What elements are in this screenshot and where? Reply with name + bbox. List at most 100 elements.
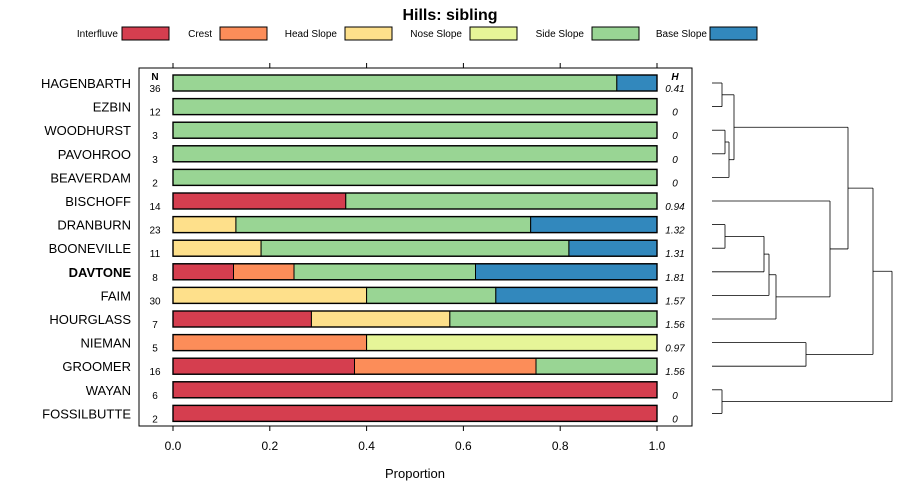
- legend-swatch-interfluve: [121, 26, 170, 41]
- bar-segment-head-slope: [172, 239, 262, 257]
- row-label: HAGENBARTH: [41, 76, 131, 91]
- bar-row-groomer: [172, 357, 658, 375]
- bar-segment-nose-slope: [366, 334, 658, 352]
- h-value: 0: [672, 155, 678, 166]
- h-value: 0: [672, 108, 678, 119]
- bar-segment-head-slope: [172, 286, 368, 304]
- legend-swatch-base-slope: [709, 26, 758, 41]
- bar-row-beaverdam: [172, 168, 658, 187]
- legend-label-side-slope: Side Slope: [536, 29, 585, 40]
- dendrogram: [712, 82, 893, 414]
- n-value: 5: [152, 344, 158, 355]
- bar-segment-interfluve: [172, 404, 658, 422]
- bar-outline: [172, 215, 658, 234]
- bar-row-wayan: [172, 381, 658, 399]
- bar-segment-side-slope: [172, 74, 618, 92]
- n-value: 2: [152, 178, 158, 189]
- n-value: 11: [150, 249, 161, 260]
- n-value: 3: [152, 155, 158, 166]
- h-column-header: H: [671, 72, 679, 83]
- row-label: BISCHOFF: [65, 194, 131, 209]
- h-value: 1.56: [665, 320, 685, 331]
- legend-label-head-slope: Head Slope: [285, 29, 338, 40]
- h-value: 0.94: [665, 202, 685, 213]
- legend-label-interfluve: Interfluve: [77, 29, 119, 40]
- n-value: 14: [149, 202, 161, 213]
- bar-segment-interfluve: [172, 263, 234, 281]
- bar-segment-head-slope: [172, 216, 237, 234]
- bar-row-davtone: [172, 263, 658, 281]
- n-value: 23: [149, 226, 161, 237]
- row-label: HOURGLASS: [49, 312, 131, 327]
- bar-segment-side-slope: [366, 286, 497, 304]
- n-value: 16: [149, 367, 161, 378]
- bar-row-booneville: [172, 239, 658, 257]
- bar-outline: [172, 121, 658, 139]
- bar-segment-crest: [354, 357, 537, 375]
- n-value: 8: [152, 273, 158, 284]
- bar-outline: [172, 97, 658, 116]
- row-label: EZBIN: [93, 100, 131, 115]
- row-label: BOONEVILLE: [49, 241, 132, 256]
- bar-outline: [172, 74, 658, 92]
- row-label: FAIM: [101, 288, 131, 303]
- bar-row-fossilbutte: [172, 404, 658, 423]
- bar-outline: [172, 263, 658, 281]
- row-label: WAYAN: [86, 383, 131, 398]
- bar-segment-side-slope: [172, 145, 658, 163]
- h-value: 1.32: [665, 226, 685, 237]
- legend-label-nose-slope: Nose Slope: [410, 29, 462, 40]
- bar-row-dranburn: [172, 215, 658, 234]
- x-tick-label: 0.2: [261, 439, 278, 453]
- bar-segment-interfluve: [172, 381, 658, 399]
- h-value: 1.81: [665, 273, 684, 284]
- bar-row-hourglass: [172, 310, 658, 328]
- bar-segment-base-slope: [568, 239, 658, 257]
- bar-segment-side-slope: [535, 357, 658, 375]
- row-label: DRANBURN: [57, 218, 131, 233]
- bar-segment-interfluve: [172, 357, 355, 375]
- bar-outline: [172, 239, 658, 257]
- h-value: 0.41: [665, 84, 684, 95]
- bar-outline: [172, 357, 658, 375]
- row-label: FOSSILBUTTE: [42, 406, 131, 421]
- x-tick-label: 1.0: [649, 439, 666, 453]
- h-value: 0.97: [665, 344, 685, 355]
- bar-outline: [172, 192, 658, 210]
- bar-row-hagenbarth: [172, 74, 658, 92]
- x-tick-label: 0.6: [455, 439, 472, 453]
- bar-outline: [172, 145, 658, 163]
- x-tick-label: 0.0: [165, 439, 182, 453]
- legend-label-crest: Crest: [188, 29, 212, 40]
- bars: [172, 74, 658, 423]
- bar-segment-crest: [172, 334, 368, 352]
- chart-title: Hills: sibling: [402, 7, 497, 24]
- n-value: 7: [152, 320, 158, 331]
- bar-segment-side-slope: [293, 263, 476, 281]
- bar-outline: [172, 333, 658, 352]
- n-value: 2: [152, 414, 158, 425]
- n-value: 3: [152, 131, 158, 142]
- legend-swatch-side-slope: [591, 26, 640, 41]
- bar-segment-base-slope: [495, 286, 658, 304]
- h-value: 1.31: [665, 249, 684, 260]
- bar-row-ezbin: [172, 97, 658, 116]
- bar-segment-side-slope: [235, 216, 532, 234]
- row-label: BEAVERDAM: [50, 170, 131, 185]
- row-label: PAVOHROO: [58, 147, 131, 162]
- bar-outline: [172, 286, 658, 305]
- x-axis: 0.0 0.2 0.4 0.6 0.8 1.0: [165, 63, 666, 453]
- bar-row-woodhurst: [172, 121, 658, 139]
- bar-segment-base-slope: [616, 74, 658, 92]
- bar-outline: [172, 404, 658, 423]
- legend: Interfluve Crest Head Slope Nose Slope Side …: [77, 26, 758, 41]
- bar-outline: [172, 310, 658, 328]
- bar-segment-interfluve: [172, 310, 312, 328]
- x-tick-label: 0.4: [358, 439, 375, 453]
- bar-segment-side-slope: [345, 192, 658, 210]
- n-column-header: N: [151, 72, 158, 83]
- n-value: 30: [149, 296, 161, 307]
- legend-label-base-slope: Base Slope: [656, 29, 708, 40]
- bar-segment-side-slope: [260, 239, 570, 257]
